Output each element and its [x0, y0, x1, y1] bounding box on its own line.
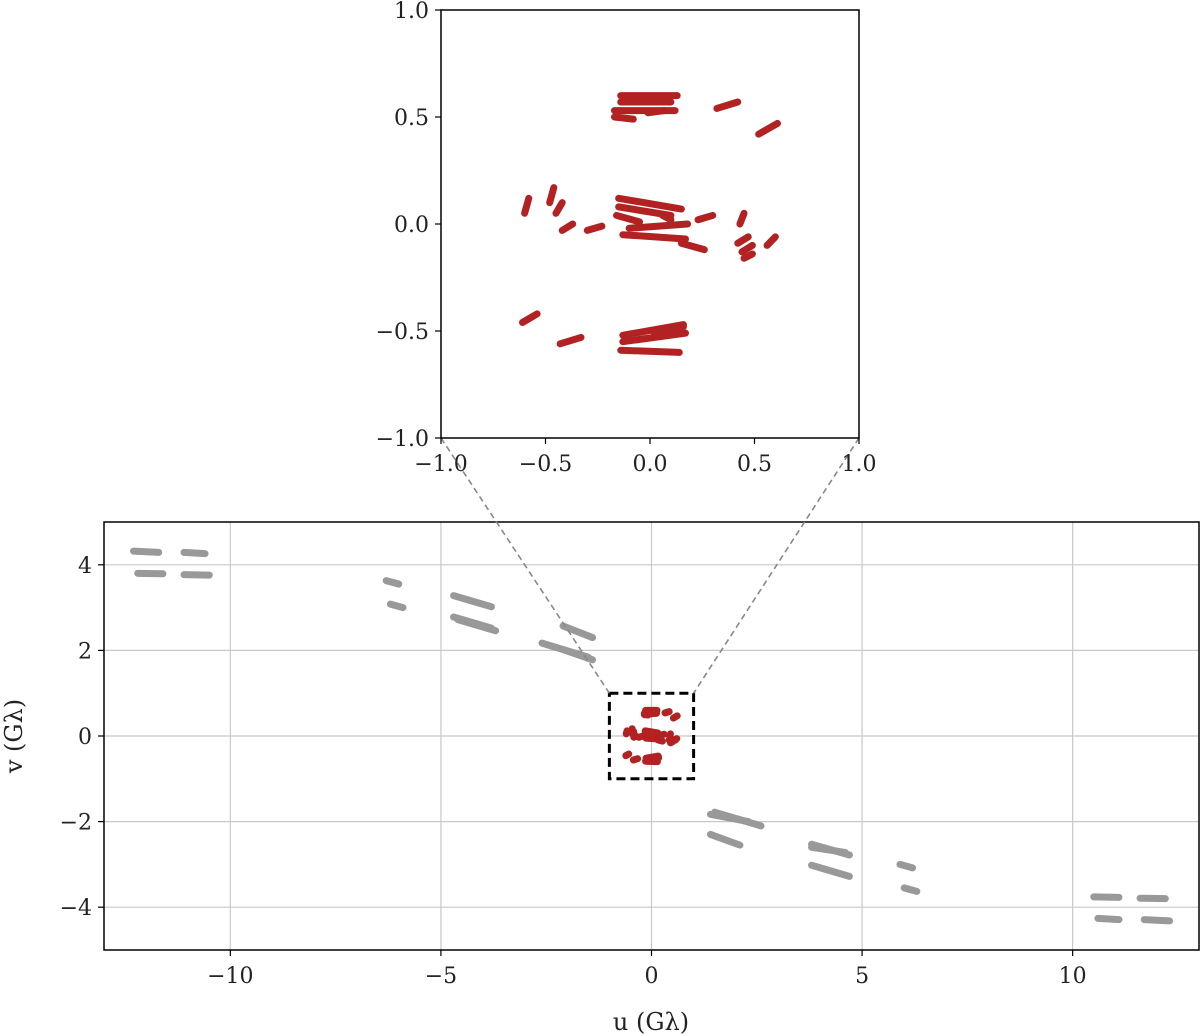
inset-data-track	[763, 233, 779, 249]
inset-y-tick-label: −0.5	[376, 320, 429, 345]
inset-data-track	[521, 194, 533, 217]
main-data-track	[706, 810, 752, 826]
inset-data-track	[625, 220, 692, 232]
main-x-tick-label: 10	[1059, 964, 1087, 989]
main-central-track	[622, 750, 633, 760]
inset-y-tick-label: −1.0	[376, 427, 429, 452]
inset-data-track	[644, 107, 669, 117]
main-data-track	[808, 861, 853, 880]
main-data-track	[129, 547, 163, 556]
main-data-track	[180, 548, 209, 558]
main-y-tick-label: 0	[78, 725, 92, 750]
main-data-track	[1094, 914, 1123, 924]
inset-data-track	[738, 241, 756, 256]
inset-data-track	[546, 184, 558, 207]
inset-y-tick-label: 0.0	[394, 213, 429, 238]
main-central-track	[622, 727, 631, 738]
main-y-tick-label: −4	[60, 896, 92, 921]
connector-line-right	[692, 437, 860, 694]
main-data-track	[559, 622, 597, 642]
inset-data-track	[736, 209, 748, 228]
inset-data-track	[519, 310, 541, 326]
main-data-track	[386, 600, 407, 612]
main-data-track	[706, 830, 744, 849]
main-data-track	[900, 884, 921, 895]
inset-data-track	[755, 119, 781, 138]
inset-data-track	[552, 199, 566, 217]
inset-data-track	[610, 113, 637, 123]
zoom-box-rect	[607, 691, 696, 781]
main-data-track	[559, 646, 597, 664]
inset-data-track	[556, 333, 585, 348]
inset-data-track	[659, 211, 675, 224]
main-x-tick-label: −5	[425, 964, 457, 989]
main-central-track	[657, 730, 668, 739]
main-data-track	[1140, 916, 1174, 925]
inset-data-track	[694, 211, 717, 224]
main-central-track	[671, 735, 681, 744]
main-x-axis-label: u (Gλ)	[613, 1008, 689, 1036]
main-x-tick-label: 0	[645, 964, 659, 989]
inset-data-track	[613, 211, 644, 226]
inset-x-tick-label: −1.0	[414, 452, 467, 477]
main-data-track	[454, 616, 500, 635]
inset-data-track	[617, 346, 683, 356]
zoom-connector-lines	[440, 437, 860, 694]
connector-line-left	[440, 437, 611, 694]
zoom-indicator-box	[607, 691, 696, 781]
main-data-track	[808, 843, 849, 856]
inset-data-track	[713, 98, 742, 112]
inset-data-track	[740, 250, 756, 262]
main-central-track	[648, 753, 662, 762]
main-central-track	[629, 755, 642, 764]
main-data-track	[382, 577, 403, 588]
inset-x-tick-label: 0.0	[633, 452, 668, 477]
main-data-series	[129, 547, 1174, 925]
main-central-track	[654, 736, 666, 745]
inset-data-track	[677, 239, 708, 254]
main-y-tick-label: −2	[60, 811, 92, 836]
inset-data-series	[519, 92, 781, 356]
main-x-axis-ticks: −10 −5 0 5 10	[207, 950, 1087, 989]
zoom-inset-panel: −1.0 −0.5 0.0 0.5 1.0 1.0 0.5 0.0 −0.5 −1.0	[376, 0, 877, 477]
inset-x-tick-label: 1.0	[842, 452, 877, 477]
inset-y-tick-label: 1.0	[394, 0, 429, 24]
main-data-track	[896, 860, 917, 872]
main-central-track	[666, 738, 676, 747]
inset-x-tick-label: 0.5	[737, 452, 772, 477]
main-y-axis-label: v (Gλ)	[0, 699, 28, 774]
inset-data-track	[558, 220, 577, 234]
inset-x-tick-label: −0.5	[519, 452, 572, 477]
inset-y-tick-label: 0.5	[394, 106, 429, 131]
inset-data-track	[734, 233, 752, 247]
inset-data-track	[650, 323, 687, 339]
inset-data-track	[619, 231, 690, 243]
main-central-track	[669, 712, 681, 722]
main-central-track	[635, 732, 646, 741]
main-data-track	[450, 592, 495, 611]
main-central-track	[650, 730, 660, 739]
inset-y-axis-ticks: 1.0 0.5 0.0 −0.5 −1.0	[376, 0, 441, 452]
main-central-track	[661, 708, 673, 717]
main-x-tick-label: −10	[207, 964, 253, 989]
main-y-axis-ticks: 4 2 0 −2 −4	[60, 554, 104, 921]
main-y-tick-label: 2	[78, 639, 92, 664]
main-y-tick-label: 4	[78, 554, 92, 579]
inset-x-axis-ticks: −1.0 −0.5 0.0 0.5 1.0	[414, 438, 877, 477]
main-central-track	[629, 728, 638, 738]
inset-data-track	[583, 222, 606, 234]
main-x-tick-label: 5	[855, 964, 869, 989]
main-panel: −10 −5 0 5 10 4 2 0 −2 −4 u (Gλ) v (Gλ)	[0, 521, 1200, 1036]
inset-data-track	[615, 194, 685, 213]
